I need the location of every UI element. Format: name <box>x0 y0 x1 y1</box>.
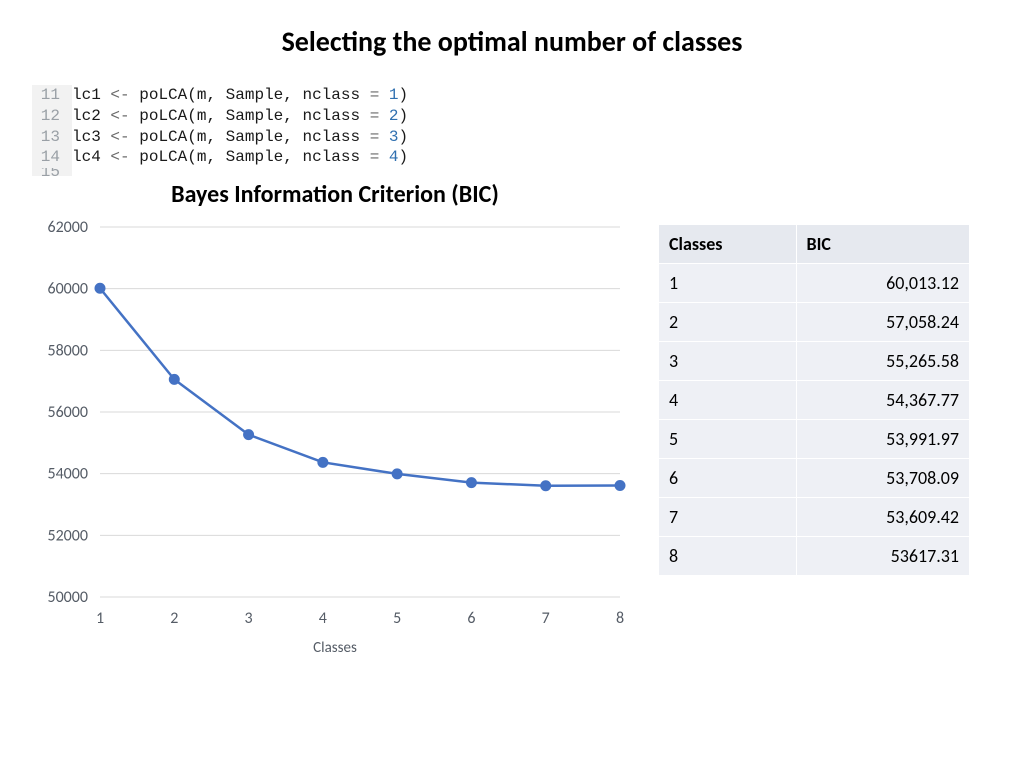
data-point <box>541 481 551 491</box>
y-tick-label: 50000 <box>47 588 88 607</box>
data-point <box>466 478 476 488</box>
line-number: 13 <box>32 127 72 148</box>
x-tick-label: 5 <box>393 609 401 628</box>
code-line: 13lc3 <- poLCA(m, Sample, nclass = 3) <box>32 127 1024 148</box>
table-row: 853617.31 <box>659 537 970 576</box>
table-header-row: ClassesBIC <box>659 225 970 264</box>
line-number: 12 <box>32 106 72 127</box>
y-tick-label: 58000 <box>47 342 88 361</box>
bic-line-chart: 50000 52000 54000 56000 58000 60000 62000 1 2 3 4 5… <box>20 217 640 637</box>
code-block: 11lc1 <- poLCA(m, Sample, nclass = 1)12l… <box>32 85 1024 176</box>
code-text: lc4 <- poLCA(m, Sample, nclass = 4) <box>72 147 408 168</box>
chart-column: Bayes Information Criterion (BIC) 500005… <box>0 180 650 657</box>
data-point <box>169 375 179 385</box>
y-tick-label: 54000 <box>47 465 88 484</box>
y-tick-label: 56000 <box>47 403 88 422</box>
table-row: 454,367.77 <box>659 381 970 420</box>
x-tick-label: 2 <box>170 609 178 628</box>
line-series <box>100 288 620 485</box>
table-cell-classes: 6 <box>659 459 797 498</box>
bic-table: ClassesBIC160,013.12257,058.24355,265.58… <box>658 224 970 576</box>
table-row: 753,609.42 <box>659 498 970 537</box>
code-line: 12lc2 <- poLCA(m, Sample, nclass = 2) <box>32 106 1024 127</box>
code-text: lc1 <- poLCA(m, Sample, nclass = 1) <box>72 85 408 106</box>
code-line: 14lc4 <- poLCA(m, Sample, nclass = 4) <box>32 147 1024 168</box>
table-cell-classes: 2 <box>659 303 797 342</box>
table-cell-classes: 1 <box>659 264 797 303</box>
x-tick-label: 8 <box>616 609 624 628</box>
x-tick-label: 4 <box>319 609 327 628</box>
line-number: 14 <box>32 147 72 168</box>
data-point <box>318 458 328 468</box>
table-cell-classes: 4 <box>659 381 797 420</box>
table-cell-bic: 53,991.97 <box>796 420 969 459</box>
line-number: 11 <box>32 85 72 106</box>
table-row: 257,058.24 <box>659 303 970 342</box>
page-title: Selecting the optimal number of classes <box>0 0 1024 79</box>
x-tick-label: 1 <box>96 609 104 628</box>
line-number: 15 <box>32 168 72 176</box>
content-row: Bayes Information Criterion (BIC) 500005… <box>0 180 1024 657</box>
table-cell-classes: 3 <box>659 342 797 381</box>
data-point <box>392 469 402 479</box>
chart-title: Bayes Information Criterion (BIC) <box>20 180 650 209</box>
code-text: lc3 <- poLCA(m, Sample, nclass = 3) <box>72 127 408 148</box>
code-line: 15 <box>32 168 1024 176</box>
y-tick-label: 62000 <box>47 218 88 237</box>
table-header-cell: BIC <box>796 225 969 264</box>
table-cell-bic: 60,013.12 <box>796 264 969 303</box>
table-cell-bic: 57,058.24 <box>796 303 969 342</box>
data-point <box>244 430 254 440</box>
data-point <box>615 481 625 491</box>
table-column: ClassesBIC160,013.12257,058.24355,265.58… <box>650 180 970 657</box>
code-line: 11lc1 <- poLCA(m, Sample, nclass = 1) <box>32 85 1024 106</box>
code-text: lc2 <- poLCA(m, Sample, nclass = 2) <box>72 106 408 127</box>
table-cell-bic: 53,609.42 <box>796 498 969 537</box>
table-row: 160,013.12 <box>659 264 970 303</box>
data-point <box>95 283 105 293</box>
table-cell-classes: 8 <box>659 537 797 576</box>
x-tick-label: 7 <box>542 609 550 628</box>
x-tick-label: 6 <box>467 609 475 628</box>
table-row: 355,265.58 <box>659 342 970 381</box>
table-cell-bic: 55,265.58 <box>796 342 969 381</box>
x-tick-label: 3 <box>245 609 253 628</box>
table-cell-classes: 7 <box>659 498 797 537</box>
table-cell-classes: 5 <box>659 420 797 459</box>
table-cell-bic: 54,367.77 <box>796 381 969 420</box>
x-axis-label: Classes <box>20 639 650 657</box>
table-header-cell: Classes <box>659 225 797 264</box>
table-cell-bic: 53,708.09 <box>796 459 969 498</box>
table-row: 653,708.09 <box>659 459 970 498</box>
table-cell-bic: 53617.31 <box>796 537 969 576</box>
y-tick-label: 60000 <box>47 280 88 299</box>
y-tick-label: 52000 <box>47 527 88 546</box>
table-row: 553,991.97 <box>659 420 970 459</box>
